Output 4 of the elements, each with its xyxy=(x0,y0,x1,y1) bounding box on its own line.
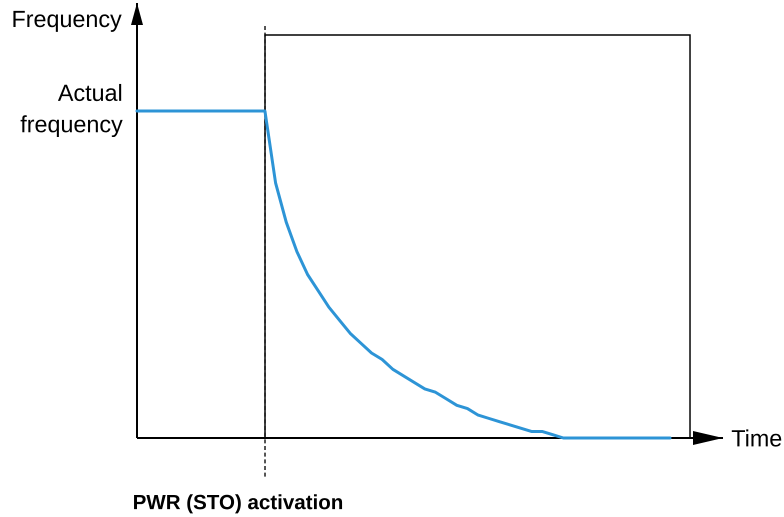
text: PWR (STO) activation xyxy=(134,494,342,514)
x-axis-title: Time xyxy=(732,429,782,447)
y-axis-title: Frequency xyxy=(13,10,122,32)
text: Actual frequency xyxy=(20,84,123,138)
